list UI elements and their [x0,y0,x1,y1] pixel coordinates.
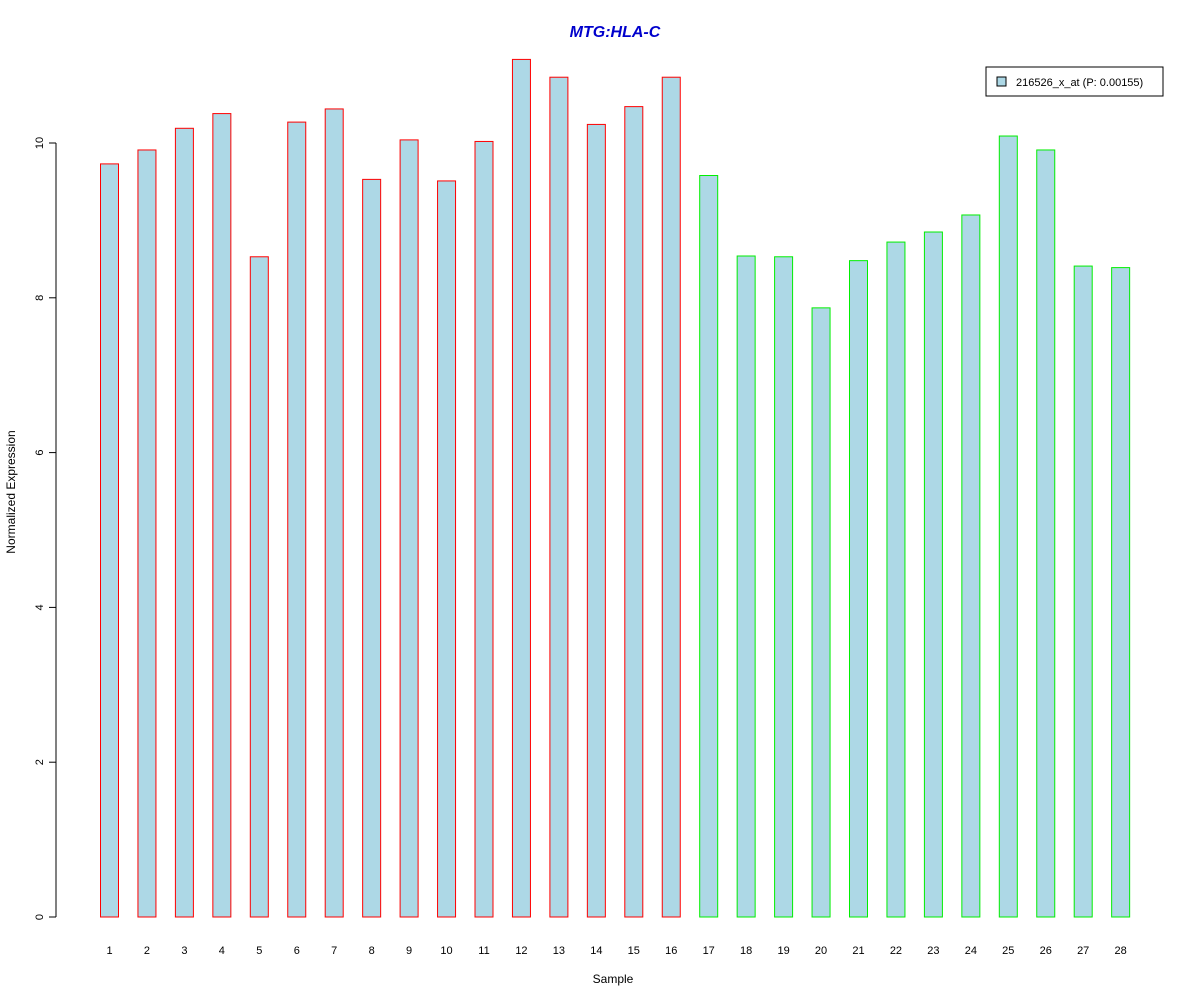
y-tick-label: 2 [34,759,46,765]
bar-sample-23 [923,231,943,918]
bar-sample-4 [212,113,232,918]
x-tick-label: 8 [369,945,375,957]
y-tick-label: 0 [34,914,46,920]
y-axis: 0 2 4 6 8 10 [34,137,57,920]
bar-sample-19 [774,256,794,918]
x-tick-label: 7 [331,945,337,957]
bar-sample-14 [586,123,606,918]
bar-sample-10 [437,180,457,918]
x-tick-label: 1 [106,945,112,957]
y-tick-label: 8 [34,295,46,301]
x-axis-label: Sample [593,972,634,986]
x-tick-label: 27 [1077,945,1089,957]
x-tick-label: 10 [440,945,452,957]
x-tick-label: 4 [219,945,225,957]
bar-sample-1 [100,163,119,918]
bar-sample-12 [511,58,531,918]
bar-sample-18 [736,255,756,918]
legend-box [985,66,1164,97]
x-tick-label: 14 [590,945,602,957]
legend: 216526_x_at (P: 0.00155) [985,66,1164,97]
x-tick-label: 23 [927,945,939,957]
x-tick-label: 13 [553,945,565,957]
bar-sample-16 [661,76,681,918]
x-tick-label: 9 [406,945,412,957]
y-axis-label: Normalized Expression [4,430,18,553]
x-tick-label: 25 [1002,945,1014,957]
x-tick-label: 5 [256,945,262,957]
x-tick-label: 22 [890,945,902,957]
bar-sample-25 [998,135,1018,918]
bar-sample-8 [362,178,382,918]
x-tick-label: 18 [740,945,752,957]
bar-sample-17 [699,175,719,918]
bar-sample-24 [961,214,981,918]
y-tick-label: 4 [34,604,46,610]
bar-sample-6 [287,121,307,918]
bar-sample-7 [324,108,344,918]
y-tick-label: 6 [34,450,46,456]
legend-label: 216526_x_at (P: 0.00155) [1016,77,1143,89]
x-tick-label: 17 [703,945,715,957]
bars [100,58,1131,918]
x-tick-label: 28 [1115,945,1127,957]
x-tick-label: 15 [628,945,640,957]
bar-sample-20 [811,307,831,918]
x-tick-label: 2 [144,945,150,957]
bar-sample-11 [474,140,494,918]
bar-sample-3 [174,127,194,918]
bar-sample-21 [849,260,868,918]
bar-sample-22 [886,241,906,918]
y-tick-label: 10 [34,137,46,149]
bar-sample-9 [399,139,419,918]
x-tick-label: 3 [181,945,187,957]
x-tick-label: 20 [815,945,827,957]
x-tick-label: 19 [777,945,789,957]
bar-sample-28 [1111,267,1131,918]
bar-sample-26 [1036,149,1056,918]
bar-sample-13 [549,76,569,918]
bar-sample-15 [624,106,644,918]
x-tick-label: 24 [965,945,977,957]
x-tick-labels: 1 2 3 4 5 6 7 8 9 10 11 12 13 14 15 16 17 18 19 20 21 22 23 24 2… [106,945,1126,957]
x-tick-label: 12 [515,945,527,957]
chart-title: MTG:HLA-C [570,24,661,41]
x-tick-label: 16 [665,945,677,957]
x-tick-label: 21 [852,945,864,957]
legend-swatch [996,76,1007,87]
x-tick-label: 26 [1040,945,1052,957]
x-tick-label: 11 [478,945,489,957]
bar-sample-2 [137,149,157,918]
bar-sample-5 [249,256,269,918]
bar-sample-27 [1073,265,1093,918]
x-tick-label: 6 [294,945,300,957]
